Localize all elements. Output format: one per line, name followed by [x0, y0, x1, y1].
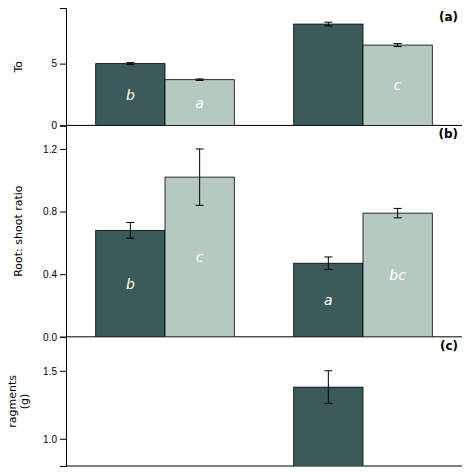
error-bar-cap [126, 238, 134, 239]
y-tick-mark [60, 149, 66, 150]
y-tick-mark [60, 439, 66, 440]
bar [96, 230, 165, 336]
error-bar-stem [130, 223, 131, 239]
error-bar-stem [328, 257, 329, 270]
error-bar-stem [199, 149, 200, 205]
error-bar-cap [196, 205, 204, 206]
y-tick-label: 1.5 [43, 366, 57, 377]
error-bar [196, 149, 204, 205]
y-tick-mark [60, 371, 66, 372]
error-bar-cap [196, 148, 204, 149]
chart: 05bac(a)To0.00.40.81.2bacbc(b)Root: shoo… [0, 0, 474, 474]
y-axis: 0.0 0.4 0.8 1.2 [43, 126, 66, 343]
error-bar [324, 371, 332, 404]
y-tick-label: 5 [51, 58, 57, 69]
annotation: c [196, 249, 204, 265]
y-axis-line [60, 337, 67, 466]
y-tick-label: 1.0 [43, 434, 57, 445]
annotation: a [324, 292, 333, 308]
y-tick-label: 0.0 [43, 332, 57, 343]
y-axis-line [60, 126, 67, 337]
error-bar-cap [324, 256, 332, 257]
bar [294, 24, 363, 125]
y-axis: 05 [51, 9, 66, 132]
bar [363, 45, 432, 125]
error-bar [196, 79, 204, 80]
title: (a) [439, 10, 458, 24]
y-axis: 1.0 1.5 [43, 337, 66, 466]
error-bar-cap [394, 43, 402, 44]
error-bar-cap [324, 25, 332, 26]
panel: 1.0 1.5 (c) ragments(g) [6, 337, 462, 474]
error-bar-cap [196, 80, 204, 81]
error-bar-stem [328, 371, 329, 404]
error-bar [394, 44, 402, 47]
y-axis-line [60, 9, 67, 126]
bar [96, 64, 165, 126]
annotations: b a c bc [126, 249, 406, 308]
annotations: b a c [126, 77, 402, 110]
y-tick: 0.4 [43, 269, 66, 280]
y-tick-label: 0.8 [43, 206, 57, 217]
y-axis-title: To [12, 61, 25, 74]
error-bar [394, 208, 402, 217]
y-axis-title: Root: shoot ratio [12, 185, 25, 277]
error-bar-cap [126, 222, 134, 223]
error-bar [126, 223, 134, 239]
error-bar [324, 257, 332, 270]
error-bar-stem [328, 22, 329, 26]
y-tick-label: 0 [51, 120, 57, 131]
annotation: c [394, 77, 402, 93]
plot-area [294, 371, 363, 466]
y-tick-label: 0.4 [43, 269, 57, 280]
plot-area [96, 149, 433, 337]
y-axis-title: ragments(g) [6, 375, 31, 428]
y-tick-mark [60, 274, 66, 275]
y-tick-label: 1.2 [43, 144, 57, 155]
error-bar-cap [394, 217, 402, 218]
y-tick-mark [60, 64, 66, 65]
panel: 05bac(a)To [12, 9, 462, 132]
plot-area [96, 22, 433, 125]
error-bar-cap [324, 22, 332, 23]
error-bar [126, 63, 134, 65]
error-bar-cap [324, 370, 332, 371]
bar [165, 80, 234, 126]
y-tick: 1.5 [43, 366, 66, 377]
error-bar-cap [324, 269, 332, 270]
y-tick: 5 [51, 58, 66, 69]
annotation: b [126, 87, 135, 103]
title: (b) [438, 127, 458, 141]
bar [363, 213, 432, 337]
error-bar-cap [394, 46, 402, 47]
x-axis-line [66, 466, 462, 467]
annotation: a [195, 95, 204, 111]
annotation: b [126, 276, 135, 292]
y-tick-mark [60, 212, 66, 213]
error-bar-cap [324, 403, 332, 404]
error-bar-cap [394, 208, 402, 209]
annotation: bc [389, 267, 406, 283]
bar [294, 263, 363, 337]
y-tick: 0.8 [43, 206, 66, 217]
error-bar-cap [126, 62, 134, 63]
panel: 0.0 0.4 0.8 1.2 b a c bc (b) Root: shoot ratio [12, 126, 462, 343]
error-bar-cap [126, 64, 134, 65]
error-bar-cap [196, 78, 204, 79]
y-tick: 1.2 [43, 144, 66, 155]
error-bar-stem [397, 208, 398, 217]
error-bar [324, 22, 332, 26]
y-tick: 1.0 [43, 434, 66, 445]
title: (c) [440, 339, 458, 353]
